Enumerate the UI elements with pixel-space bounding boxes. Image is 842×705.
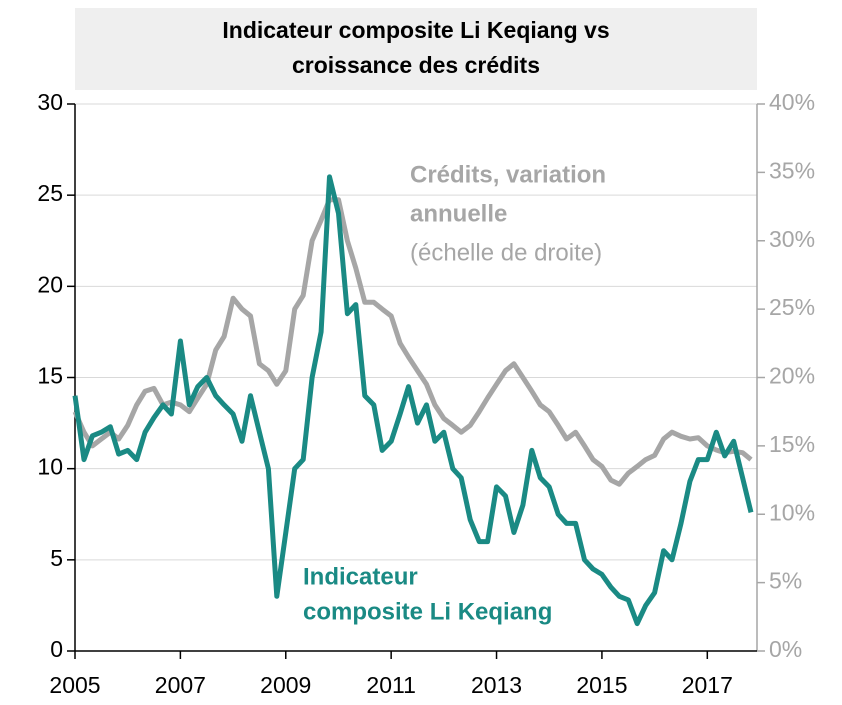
y-tick-label: 25	[37, 180, 63, 206]
annotation: composite Li Keqiang	[303, 598, 552, 625]
x-tick-label: 2005	[49, 672, 100, 698]
annotation: Crédits, variation	[410, 161, 606, 188]
annotation: Indicateur	[303, 563, 418, 590]
y-tick-label: 5	[50, 545, 63, 571]
series-line	[72, 197, 753, 487]
x-tick-label: 2017	[682, 672, 733, 698]
x-tick-label: 2013	[471, 672, 522, 698]
annotation: annuelle	[410, 200, 507, 227]
y2-tick-label: 40%	[769, 89, 815, 115]
y2-tick-label: 5%	[769, 568, 802, 594]
y2-tick-label: 0%	[769, 636, 802, 662]
y-tick-label: 20	[37, 271, 63, 297]
y-tick-label: 0	[50, 636, 63, 662]
y-tick-label: 10	[37, 454, 63, 480]
y2-tick-label: 35%	[769, 157, 815, 183]
y-tick-label: 30	[37, 89, 63, 115]
annotation: (échelle de droite)	[410, 239, 602, 266]
x-tick-label: 2011	[366, 672, 415, 698]
y2-tick-label: 30%	[769, 226, 815, 252]
title-box	[75, 8, 757, 90]
y2-tick-label: 10%	[769, 499, 815, 525]
y2-tick-label: 15%	[769, 431, 815, 457]
y2-tick-label: 20%	[769, 363, 815, 389]
y-tick-label: 15	[37, 363, 63, 389]
x-tick-label: 2009	[260, 672, 311, 698]
series-line	[72, 174, 754, 627]
y2-tick-label: 25%	[769, 294, 815, 320]
x-tick-label: 2007	[155, 672, 206, 698]
chart-title: croissance des crédits	[292, 52, 540, 78]
chart-title: Indicateur composite Li Keqiang vs	[222, 17, 609, 43]
x-tick-label: 2015	[576, 672, 627, 698]
